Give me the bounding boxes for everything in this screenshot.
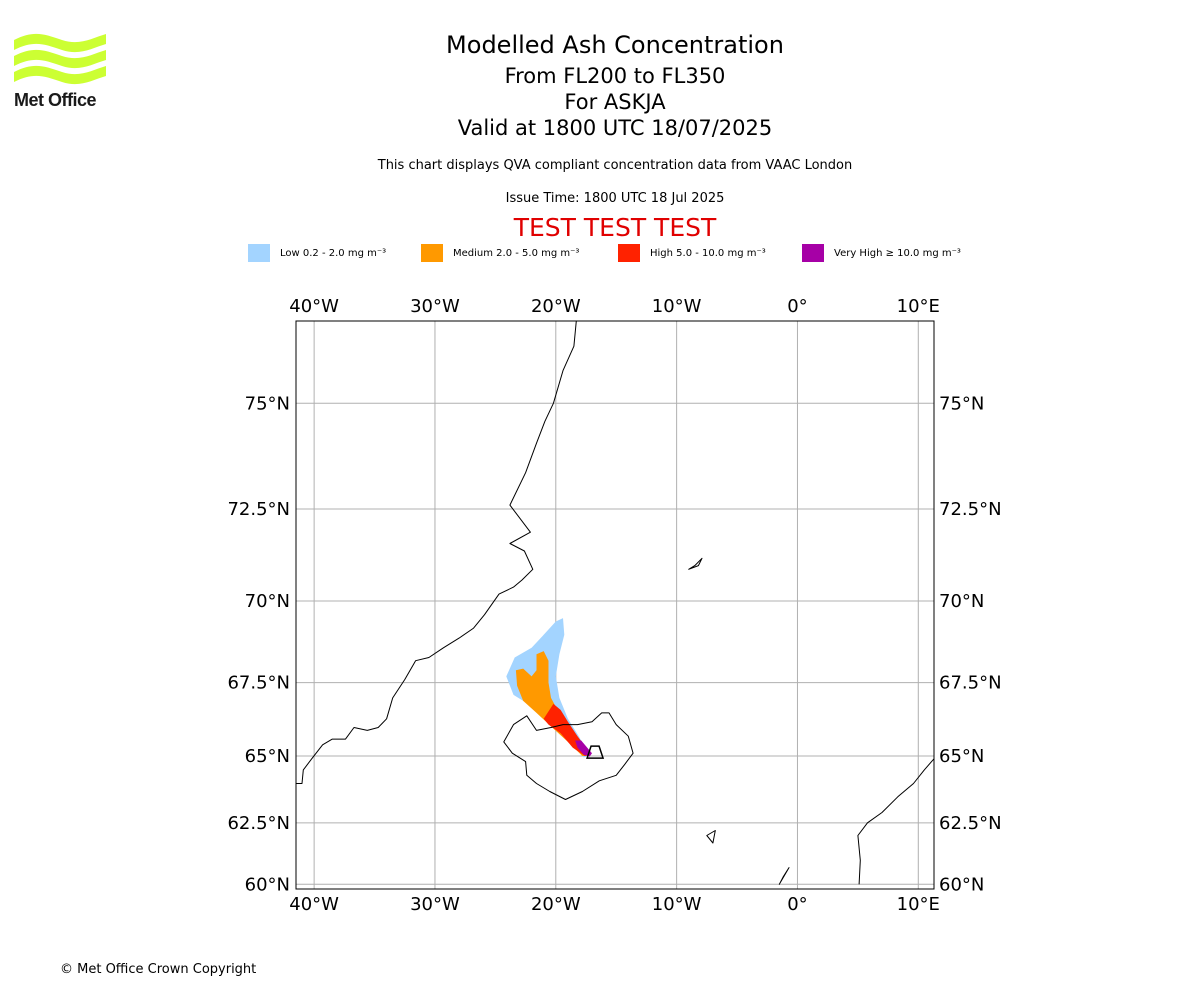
lon-tick-label-top: 10°E	[897, 296, 940, 317]
lon-tick-label-bottom: 0°	[787, 894, 807, 915]
coastline-greenland	[296, 321, 577, 784]
met-office-wave-icon	[14, 33, 106, 85]
legend-label-high: High 5.0 - 10.0 mg m⁻³	[650, 247, 766, 259]
lat-tick-label-right: 62.5°N	[939, 813, 1002, 834]
logo-wave-1	[14, 33, 106, 53]
lat-tick-label-right: 70°N	[939, 591, 984, 612]
coastline-norway	[857, 758, 934, 885]
lon-tick-label-bottom: 20°W	[531, 894, 581, 915]
chart-title: Modelled Ash Concentration	[446, 31, 784, 59]
volcano-name: For ASKJA	[564, 90, 666, 114]
lat-tick-label-left: 60°N	[245, 874, 290, 895]
lat-tick-label-left: 62.5°N	[227, 813, 290, 834]
lon-tick-label-top: 40°W	[289, 296, 339, 317]
flight-level-range: From FL200 to FL350	[504, 64, 726, 88]
lon-tick-label-bottom: 10°E	[897, 894, 940, 915]
lat-tick-label-left: 67.5°N	[227, 673, 290, 694]
coastlines	[296, 321, 934, 885]
lat-tick-label-right: 67.5°N	[939, 673, 1002, 694]
lat-tick-label-right: 65°N	[939, 746, 984, 767]
ash-layer-medium	[515, 651, 590, 756]
ash-layer-very-high	[575, 740, 592, 757]
chart-subtitle: This chart displays QVA compliant concen…	[377, 158, 853, 173]
map-frame	[295, 320, 935, 890]
legend-item-very-high: Very High ≥ 10.0 mg m⁻³	[802, 244, 961, 262]
coastline-shetland	[778, 867, 790, 885]
lon-tick-label-top: 0°	[787, 296, 807, 317]
met-office-logo: Met Office	[14, 30, 109, 112]
lon-tick-label-top: 20°W	[531, 296, 581, 317]
coastline-faroe-west	[706, 830, 716, 844]
valid-time: Valid at 1800 UTC 18/07/2025	[457, 116, 773, 140]
lat-tick-label-right: 72.5°N	[939, 499, 1002, 520]
coastline-iceland	[503, 712, 634, 800]
logo-wave-3	[14, 65, 106, 85]
copyright-notice: © Met Office Crown Copyright	[60, 962, 257, 977]
legend-label-very-high: Very High ≥ 10.0 mg m⁻³	[834, 247, 961, 259]
logo-text: Met Office	[14, 90, 97, 110]
lon-tick-label-bottom: 30°W	[410, 894, 460, 915]
concentration-legend: Low 0.2 - 2.0 mg m⁻³ Medium 2.0 - 5.0 mg…	[248, 244, 1008, 264]
lon-tick-label-bottom: 10°W	[652, 894, 702, 915]
legend-swatch-medium	[421, 244, 443, 262]
legend-label-medium: Medium 2.0 - 5.0 mg m⁻³	[453, 247, 580, 259]
legend-swatch-low	[248, 244, 270, 262]
legend-item-high: High 5.0 - 10.0 mg m⁻³	[618, 244, 766, 262]
legend-swatch-high	[618, 244, 640, 262]
lon-tick-label-top: 10°W	[652, 296, 702, 317]
lat-tick-label-left: 65°N	[245, 746, 290, 767]
ash-plume	[506, 618, 592, 758]
lat-tick-label-right: 60°N	[939, 874, 984, 895]
lat-tick-label-right: 75°N	[939, 393, 984, 414]
lat-tick-label-left: 75°N	[245, 393, 290, 414]
legend-item-medium: Medium 2.0 - 5.0 mg m⁻³	[421, 244, 579, 262]
legend-label-low: Low 0.2 - 2.0 mg m⁻³	[280, 247, 387, 259]
issue-time: Issue Time: 1800 UTC 18 Jul 2025	[505, 191, 725, 206]
volcano-icon	[586, 745, 605, 759]
legend-swatch-very-high	[802, 244, 824, 262]
test-banner: TEST TEST TEST	[513, 213, 717, 242]
lon-tick-label-top: 30°W	[410, 296, 460, 317]
legend-item-low: Low 0.2 - 2.0 mg m⁻³	[248, 244, 386, 262]
volcano-marker	[586, 745, 605, 759]
lat-tick-label-left: 70°N	[245, 591, 290, 612]
coastline-jan-mayen	[688, 557, 703, 570]
logo-wave-2	[14, 49, 106, 69]
axis-tick-labels: 40°W 40°W 30°W 30°W 20°W 20°W 10°W 10°W 0° 0° 10°E…	[227, 296, 1001, 915]
gridlines	[296, 321, 934, 889]
lon-tick-label-bottom: 40°W	[289, 894, 339, 915]
lat-tick-label-left: 72.5°N	[227, 499, 290, 520]
